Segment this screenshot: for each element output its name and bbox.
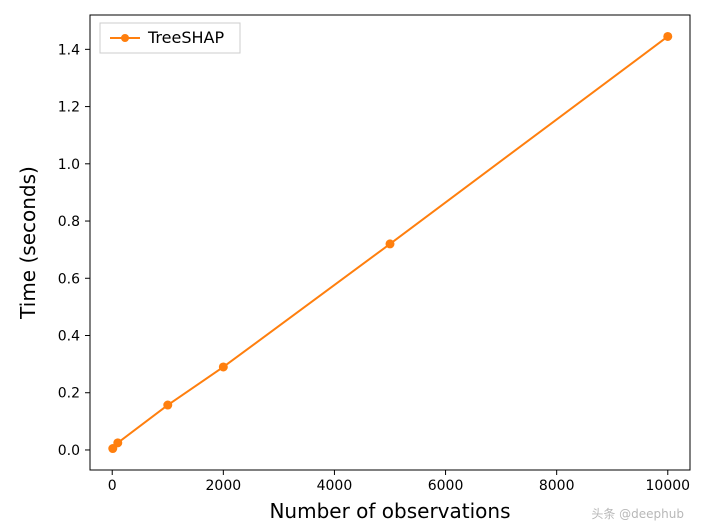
- legend-label: TreeSHAP: [147, 28, 224, 47]
- y-tick-label: 0.8: [58, 214, 80, 230]
- series-marker: [114, 439, 122, 447]
- y-tick-label: 0.2: [58, 386, 80, 402]
- x-tick-label: 6000: [428, 478, 464, 494]
- y-tick-label: 0.0: [58, 443, 80, 459]
- x-tick-label: 2000: [206, 478, 242, 494]
- x-tick-label: 10000: [646, 478, 691, 494]
- series-marker: [386, 240, 394, 248]
- line-chart: 0 2000 4000 6000 8000 10000 0.0 0.2 0.4 0.6 0.8 1.0…: [0, 0, 705, 530]
- x-tick-label: 0: [108, 478, 117, 494]
- y-axis-label: Time (seconds): [16, 166, 40, 320]
- x-tick-label: 4000: [317, 478, 353, 494]
- y-tick-label: 0.4: [58, 329, 80, 345]
- series-marker: [219, 363, 227, 371]
- y-tick-label: 0.6: [58, 271, 80, 287]
- series-marker: [164, 401, 172, 409]
- series-marker: [664, 32, 672, 40]
- y-tick-label: 1.4: [58, 42, 80, 58]
- x-axis-label: Number of observations: [269, 499, 510, 523]
- x-tick-label: 8000: [539, 478, 575, 494]
- chart-container: 0 2000 4000 6000 8000 10000 0.0 0.2 0.4 0.6 0.8 1.0…: [0, 0, 705, 530]
- y-tick-label: 1.2: [58, 100, 80, 116]
- legend-marker: [121, 34, 129, 42]
- watermark: 头条 @deephub: [591, 507, 684, 521]
- y-tick-label: 1.0: [58, 157, 80, 173]
